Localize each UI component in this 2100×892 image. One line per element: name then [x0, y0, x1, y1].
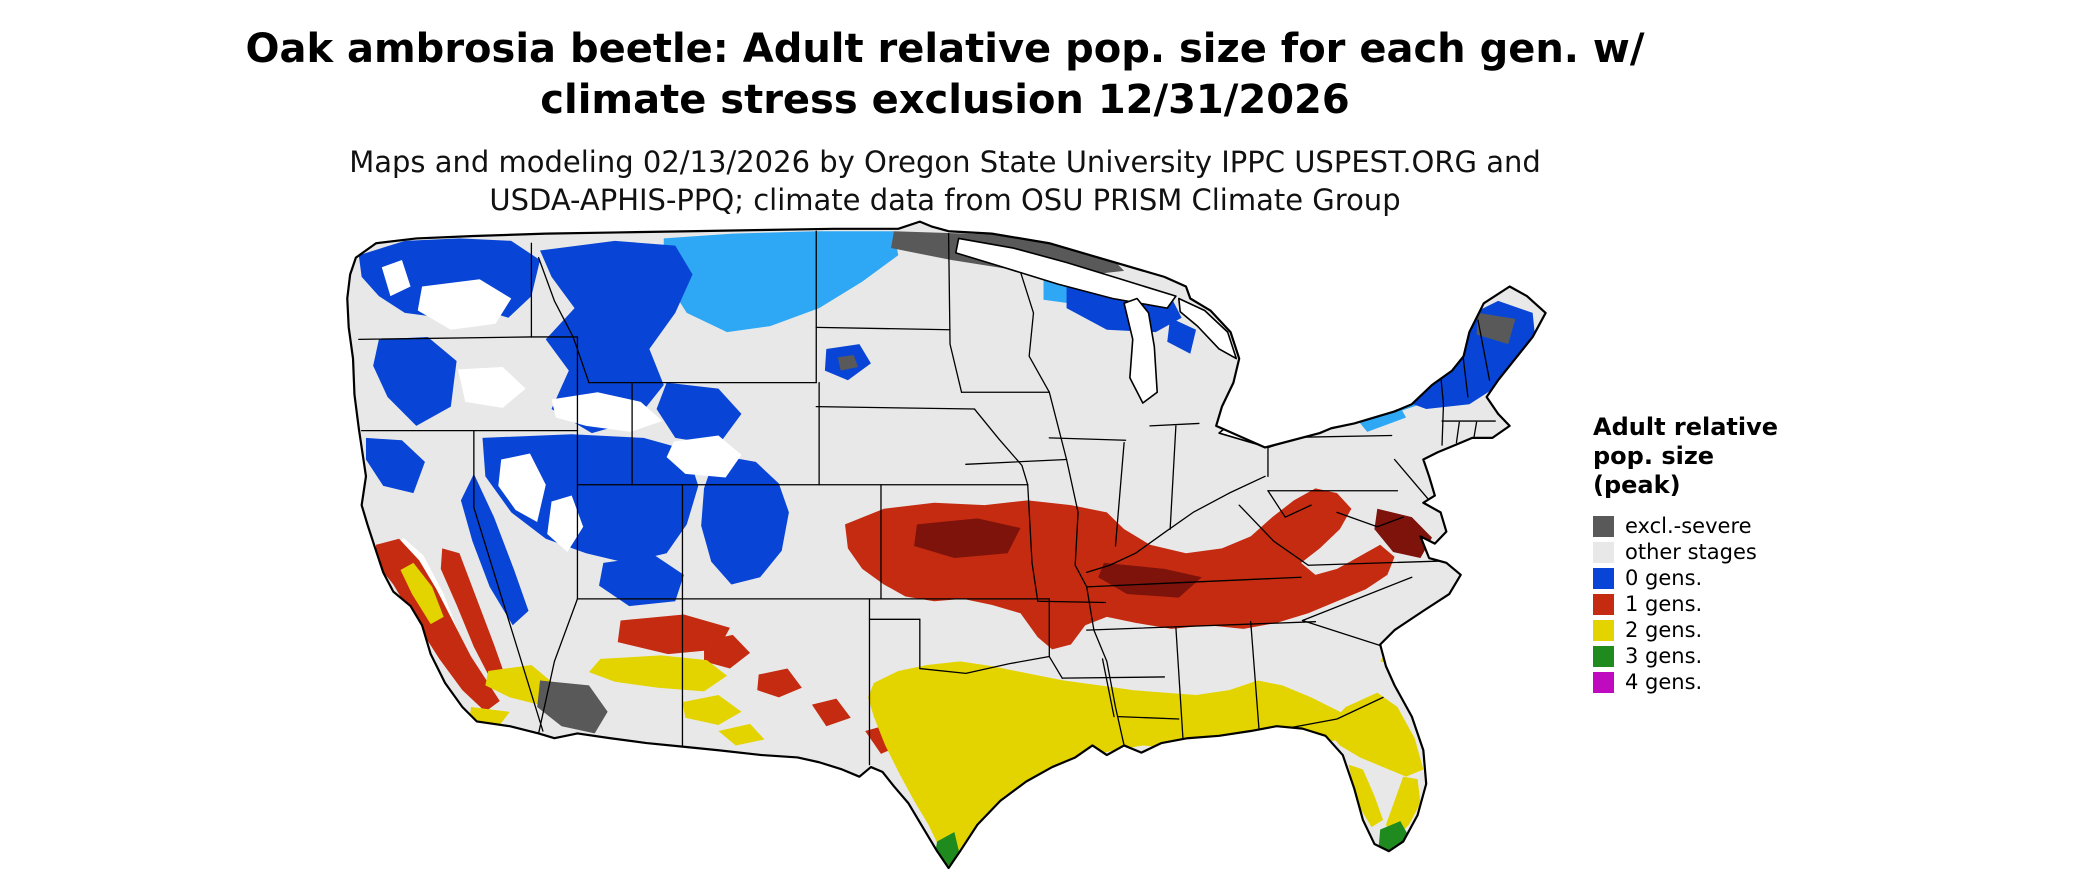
- state-borders: [359, 231, 1495, 764]
- legend-title-line-2: pop. size: [1593, 441, 1715, 470]
- map-layer-1-gen-dark: [914, 508, 1432, 598]
- legend-item-3-gens: 3 gens.: [1593, 643, 1873, 669]
- map-layer-0-gens: [358, 238, 1536, 626]
- legend-title-line-3: (peak): [1593, 470, 1681, 499]
- map-area: [330, 212, 1560, 880]
- legend-label: 1 gens.: [1625, 591, 1703, 616]
- map-subtitle-line-2: USDA-APHIS-PPQ; climate data from OSU PR…: [489, 183, 1401, 218]
- legend-title-line-1: Adult relative: [1593, 413, 1779, 441]
- legend-label: 4 gens.: [1625, 669, 1703, 694]
- legend-swatch-0-gens: [1593, 567, 1614, 589]
- map-title: Oak ambrosia beetle: Adult relative pop.…: [0, 24, 1890, 126]
- legend-label: excl.-severe: [1625, 513, 1752, 538]
- legend-item-excl-severe: excl.-severe: [1593, 513, 1873, 539]
- legend-item-4-gens: 4 gens.: [1593, 669, 1873, 695]
- legend-label: other stages: [1625, 539, 1757, 564]
- lake-superior: [956, 238, 1176, 308]
- legend-item-0-gens: 0 gens.: [1593, 565, 1873, 591]
- legend: Adult relative pop. size (peak) excl.-se…: [1593, 413, 1873, 695]
- map-title-line-1: Oak ambrosia beetle: Adult relative pop.…: [245, 26, 1645, 72]
- us-choropleth-map: [330, 212, 1560, 880]
- legend-label: 2 gens.: [1625, 617, 1703, 642]
- map-subtitle-line-1: Maps and modeling 02/13/2026 by Oregon S…: [349, 145, 1541, 180]
- legend-item-other-stages: other stages: [1593, 539, 1873, 565]
- map-title-line-2: climate stress exclusion 12/31/2026: [540, 77, 1350, 124]
- legend-swatch-3-gens: [1593, 645, 1614, 667]
- lake-huron: [1179, 299, 1237, 359]
- legend-swatch-2-gens: [1593, 619, 1614, 641]
- legend-label: 0 gens.: [1625, 565, 1703, 590]
- map-subtitle: Maps and modeling 02/13/2026 by Oregon S…: [0, 144, 1890, 219]
- legend-swatch-1-gens: [1593, 593, 1614, 615]
- lake-michigan: [1124, 299, 1157, 404]
- legend-item-2-gens: 2 gens.: [1593, 617, 1873, 643]
- us-outline: [347, 222, 1545, 868]
- legend-swatch-excl-severe: [1593, 515, 1614, 537]
- legend-label: 3 gens.: [1625, 643, 1703, 668]
- map-layer-3-gens: [934, 821, 1411, 868]
- title-block: Oak ambrosia beetle: Adult relative pop.…: [0, 24, 1890, 220]
- legend-item-1-gens: 1 gens.: [1593, 591, 1873, 617]
- legend-swatch-other-stages: [1593, 541, 1614, 563]
- legend-swatch-4-gens: [1593, 671, 1614, 693]
- legend-title: Adult relative pop. size (peak): [1593, 413, 1873, 499]
